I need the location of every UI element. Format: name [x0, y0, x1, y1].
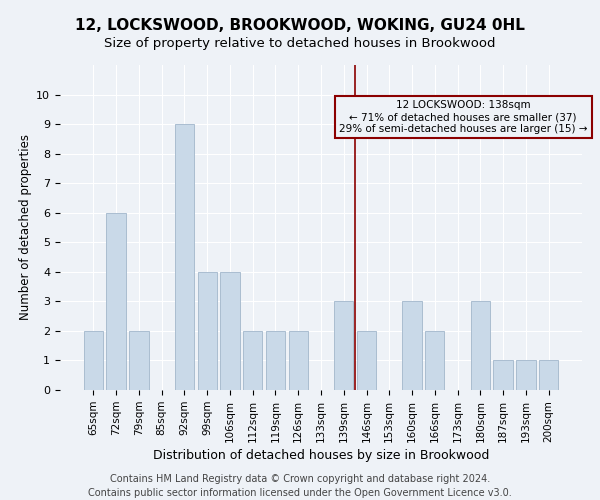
- Bar: [425, 331, 445, 390]
- Bar: [470, 302, 490, 390]
- Bar: [539, 360, 558, 390]
- Bar: [266, 331, 285, 390]
- Bar: [129, 331, 149, 390]
- Bar: [106, 212, 126, 390]
- X-axis label: Distribution of detached houses by size in Brookwood: Distribution of detached houses by size …: [153, 449, 489, 462]
- Bar: [220, 272, 239, 390]
- Y-axis label: Number of detached properties: Number of detached properties: [19, 134, 32, 320]
- Text: 12, LOCKSWOOD, BROOKWOOD, WOKING, GU24 0HL: 12, LOCKSWOOD, BROOKWOOD, WOKING, GU24 0…: [75, 18, 525, 32]
- Text: 12 LOCKSWOOD: 138sqm
← 71% of detached houses are smaller (37)
29% of semi-detac: 12 LOCKSWOOD: 138sqm ← 71% of detached h…: [339, 100, 587, 134]
- Text: Contains HM Land Registry data © Crown copyright and database right 2024.
Contai: Contains HM Land Registry data © Crown c…: [88, 474, 512, 498]
- Bar: [403, 302, 422, 390]
- Bar: [493, 360, 513, 390]
- Bar: [334, 302, 353, 390]
- Text: Size of property relative to detached houses in Brookwood: Size of property relative to detached ho…: [104, 38, 496, 51]
- Bar: [175, 124, 194, 390]
- Bar: [243, 331, 262, 390]
- Bar: [357, 331, 376, 390]
- Bar: [516, 360, 536, 390]
- Bar: [84, 331, 103, 390]
- Bar: [197, 272, 217, 390]
- Bar: [289, 331, 308, 390]
